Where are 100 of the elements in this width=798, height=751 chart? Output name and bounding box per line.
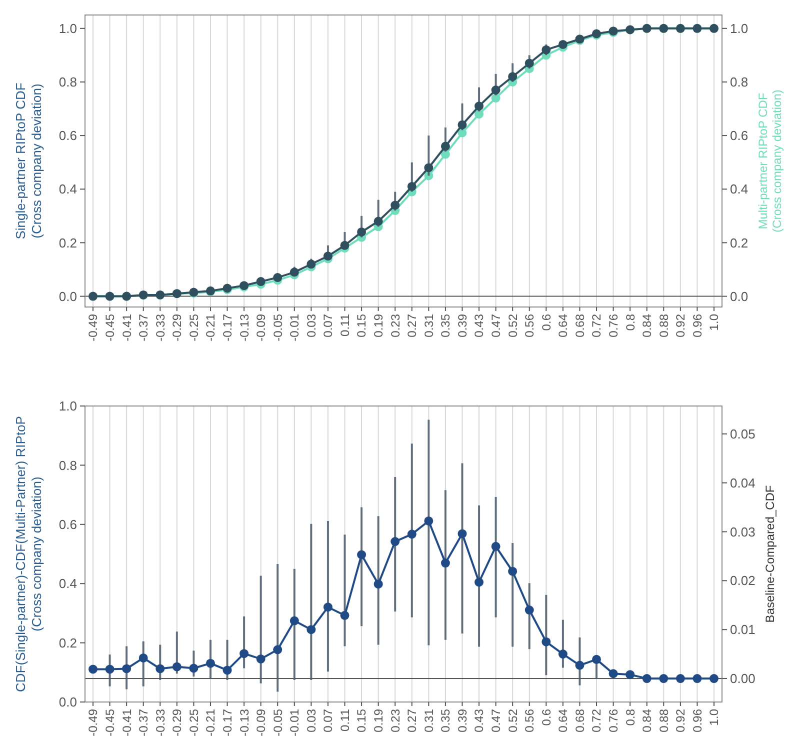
x-tick-label: 0.96 [690, 708, 704, 732]
x-tick-label: 1.0 [707, 708, 722, 726]
x-tick-label: 0.8 [623, 314, 638, 331]
x-tick-label: 0.23 [388, 708, 402, 732]
x-tick-label: 0.84 [640, 314, 654, 338]
x-tick-label: 0.11 [338, 314, 352, 336]
x-tick-label: -0.25 [186, 314, 201, 342]
x-tick-label: -0.45 [102, 708, 117, 736]
x-tick-label: 0.88 [656, 708, 671, 732]
x-tick-label: -0.05 [270, 708, 285, 736]
x-tick-label: -0.13 [237, 708, 252, 736]
y2-tick-label: 0.00 [730, 671, 756, 686]
x-tick-label: 0.47 [489, 708, 504, 732]
x-tick-label: 0.31 [422, 708, 436, 732]
x-tick-label: 0.72 [590, 314, 604, 338]
x-tick-label: -0.29 [170, 708, 184, 736]
x-tick-label: -0.33 [153, 314, 168, 342]
x-tick-label: 0.92 [674, 314, 688, 338]
x-tick-label: -0.37 [136, 314, 151, 342]
y-tick-label: 0.2 [58, 235, 77, 250]
y-tick-label: 0.4 [58, 576, 77, 592]
y-tick-label: 0.6 [58, 516, 77, 532]
y-tick-label: 1.0 [58, 20, 77, 36]
x-tick-label: -0.09 [254, 314, 268, 342]
y-tick-label: 0.8 [58, 458, 77, 473]
x-tick-label: 0.43 [472, 314, 486, 338]
y-tick-label: 0.0 [58, 694, 77, 710]
x-tick-label: 0.88 [656, 314, 671, 338]
x-tick-label: 0.19 [372, 708, 386, 732]
x-tick-label: -0.45 [102, 314, 117, 342]
x-tick-label: -0.21 [204, 314, 218, 342]
x-tick-label: 0.43 [472, 708, 486, 732]
x-tick-label: 0.52 [506, 314, 520, 338]
y-axis-title: Single-partner RIPtoP CDF (Cross company deviation) [13, 82, 44, 240]
x-tick-label: 0.03 [304, 708, 318, 732]
x-tick-label: 0.11 [338, 708, 352, 732]
y-tick-label: 0.2 [58, 635, 77, 650]
y2-tick-label: 0.0 [730, 288, 748, 304]
x-tick-label: 0.92 [674, 708, 688, 732]
x-tick-label: 0.47 [489, 314, 504, 338]
x-tick-label: 0.76 [606, 708, 620, 732]
y-axis-title: CDF(Single-partner)-CDF(Multi-Partner) RIPtoP (Cross company deviation) [13, 416, 44, 692]
x-tick-label: 0.72 [590, 708, 604, 732]
x-tick-label: 0.68 [572, 708, 587, 732]
x-tick-label: 0.52 [506, 708, 520, 732]
x-tick-label: -0.13 [237, 314, 252, 342]
x-tick-label: -0.41 [120, 708, 134, 736]
x-tick-label: 0.27 [405, 314, 420, 338]
x-tick-label: -0.17 [220, 708, 234, 736]
x-tick-label: 0.23 [388, 314, 402, 338]
x-tick-label: 0.39 [455, 708, 470, 732]
x-tick-label: -0.29 [170, 314, 184, 342]
y2-axis-title: Multi-partner RIPtoP CDF (Cross company deviation) [756, 90, 784, 232]
x-tick-label: 0.64 [556, 708, 570, 732]
y2-tick-label: 0.8 [730, 74, 748, 90]
x-tick-label: 0.07 [321, 314, 336, 338]
y2-tick-label: 0.01 [730, 622, 756, 638]
x-tick-label: -0.09 [254, 708, 268, 736]
x-tick-label: -0.05 [270, 314, 285, 342]
x-tick-label: 0.6 [539, 314, 554, 331]
y2-tick-label: 0.05 [730, 426, 756, 442]
x-tick-label: 0.07 [321, 708, 336, 732]
x-tick-label: -0.33 [153, 708, 168, 736]
x-tick-label: 0.35 [438, 314, 453, 338]
x-tick-label: 0.31 [422, 314, 436, 338]
y2-tick-label: 0.03 [730, 524, 756, 540]
x-tick-label: 0.8 [623, 708, 638, 726]
y2-tick-label: 0.02 [730, 573, 756, 588]
x-tick-label: 0.27 [405, 708, 420, 732]
y-tick-label: 0.8 [58, 74, 77, 90]
y2-tick-label: 0.4 [730, 182, 748, 197]
x-tick-label: 0.39 [455, 314, 470, 338]
y-tick-label: 0.4 [58, 182, 77, 197]
x-tick-label: -0.49 [86, 708, 100, 736]
x-tick-label: 0.15 [354, 708, 369, 732]
x-tick-label: 0.56 [522, 314, 537, 338]
x-tick-label: 0.64 [556, 314, 570, 338]
y2-tick-label: 0.04 [730, 475, 756, 490]
x-tick-label: -0.41 [120, 314, 134, 342]
y2-axis-title: Baseline-Compared_CDF [763, 485, 777, 623]
x-tick-label: 0.68 [572, 314, 587, 338]
x-tick-label: -0.17 [220, 314, 234, 342]
y2-tick-label: 1.0 [730, 20, 748, 36]
x-tick-label: 0.35 [438, 708, 453, 732]
x-tick-label: 0.96 [690, 314, 704, 338]
y2-tick-label: 0.6 [730, 128, 748, 144]
x-tick-label: 0.6 [539, 708, 554, 726]
x-tick-label: 0.19 [372, 314, 386, 338]
y2-tick-label: 0.2 [730, 235, 748, 250]
x-tick-label: -0.21 [204, 708, 218, 736]
x-tick-label: -0.49 [86, 314, 100, 342]
x-tick-label: -0.01 [288, 314, 302, 342]
y-tick-label: 0.0 [58, 288, 77, 304]
y-tick-label: 0.6 [58, 128, 77, 144]
x-tick-label: -0.25 [186, 708, 201, 736]
x-tick-label: 0.76 [606, 314, 620, 338]
y-tick-label: 1.0 [58, 398, 77, 414]
x-tick-label: 0.84 [640, 708, 654, 732]
x-tick-label: 0.15 [354, 314, 369, 338]
x-tick-label: 1.0 [707, 314, 722, 331]
